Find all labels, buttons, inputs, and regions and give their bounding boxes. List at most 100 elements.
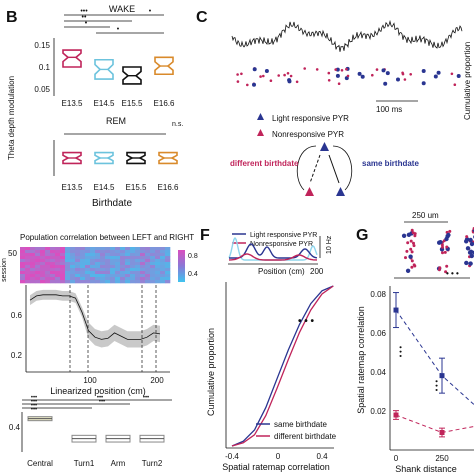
heatmap-cell: [90, 256, 96, 260]
heatmap-cell: [160, 262, 166, 266]
heatmap-cell: [125, 259, 131, 263]
heatmap-cell: [20, 277, 26, 281]
heatmap-cell: [40, 256, 46, 260]
heatmap-cell: [140, 280, 146, 284]
heatmap-cell: [70, 271, 76, 275]
spike-6: [360, 74, 365, 79]
heatmap-cell: [140, 262, 146, 266]
g-xlabel: Shank distance: [395, 464, 457, 474]
heatmap-cell: [165, 265, 171, 269]
cmp-star-1: •••: [31, 399, 37, 405]
heatmap-cell: [50, 253, 56, 257]
same-birthdate-label: same birthdate: [362, 159, 419, 168]
heatmap-cell: [100, 280, 106, 284]
cdf-different-birthdate: [231, 285, 334, 447]
heatmap-cell: [105, 253, 111, 257]
heatmap-cell: [105, 256, 111, 260]
heatmap-cell: [150, 274, 156, 278]
profile-xlabel: Linearized position (cm): [50, 386, 146, 396]
heatmap-cell: [125, 277, 131, 281]
g-ytick-1: 0.06: [370, 329, 386, 338]
heatmap-cell: [75, 277, 81, 281]
heatmap-cell: [120, 256, 126, 260]
heatmap-cell: [120, 274, 126, 278]
heatmap-cell: [110, 277, 116, 281]
heatmap-cell: [40, 274, 46, 278]
g-ylabel: Spatial ratemap correlation: [356, 306, 366, 414]
heatmap-cell: [150, 262, 156, 266]
spike-23: [287, 79, 292, 84]
heatmap-cell: [55, 271, 61, 275]
heatmap-cell: [35, 274, 41, 278]
wake-box-0: [62, 49, 82, 68]
wake-ytick-0: 0.15: [34, 41, 50, 50]
heatmap-cell: [20, 271, 26, 275]
heatmap-cell: [70, 274, 76, 278]
panel-b: B WAKE ••• ••••• 0.15 0.1 0.05 E13.5 E14.5…: [6, 4, 183, 209]
cmp-boxplots: [27, 416, 165, 443]
heatmap-cell: [150, 247, 156, 251]
heatmap-cell: [50, 247, 56, 251]
heatmap-cell: [140, 259, 146, 263]
g-sig-2: • • •: [432, 380, 439, 392]
heatmap-cell: [90, 280, 96, 284]
heatmap-cell: [120, 259, 126, 263]
wake-box-2: [122, 66, 142, 85]
heatmap-cell: [25, 265, 31, 269]
different-birthdate-label: different birthdate: [230, 159, 299, 168]
heatmap-cell: [140, 247, 146, 251]
panel-g-label: G: [356, 227, 368, 244]
wake-ytick-1: 0.1: [39, 63, 51, 72]
heatmap-cell: [165, 253, 171, 257]
heatmap-cell: [55, 274, 61, 278]
heatmap-cell: [120, 271, 126, 275]
heatmap-cell: [120, 262, 126, 266]
heatmap-cell: [140, 274, 146, 278]
shank-dot: [412, 244, 416, 248]
cmp-star-0: •••: [31, 395, 37, 401]
panel-c-label: C: [196, 9, 208, 26]
spike-22: [335, 73, 340, 78]
heatmap-cell: [95, 262, 101, 266]
heatmap-cell: [95, 256, 101, 260]
shank-dot: [444, 270, 448, 274]
heatmap-cell: [35, 265, 41, 269]
shank-dot: [469, 241, 474, 247]
cmp-cat-3: Turn2: [142, 459, 163, 468]
heatmap-cell: [85, 277, 91, 281]
cmp-star-5: •••: [143, 395, 149, 401]
heatmap-cell: [130, 259, 136, 263]
heatmap-cell: [35, 250, 41, 254]
heatmap-cell: [45, 259, 51, 263]
heatmap-cell: [150, 259, 156, 263]
heatmap-cell: [155, 256, 161, 260]
heatmap-cell: [60, 274, 66, 278]
heatmap-cell: [135, 274, 141, 278]
heatmap-cell: [135, 262, 141, 266]
heatmap-cell: [55, 277, 61, 281]
shank-dot: [437, 268, 441, 272]
heatmap-cell: [130, 265, 136, 269]
heatmap-cell: [130, 274, 136, 278]
heatmap-cell: [165, 250, 171, 254]
heatmap-cell: [115, 271, 121, 275]
shank-dot: [409, 247, 413, 251]
shank-dot: [445, 264, 449, 268]
f-significance: • • •: [298, 316, 315, 327]
shank-dot: [401, 233, 407, 238]
heatmap-cell: [155, 253, 161, 257]
panel-f-label: F: [200, 227, 210, 244]
heatmap-cell: [75, 268, 81, 272]
diagram-left-link: [309, 154, 321, 184]
heatmap-cell: [160, 259, 166, 263]
heatmap-cell: [25, 274, 31, 278]
rem-cat-1: E14.5: [94, 183, 115, 192]
heatmap-cell: [165, 247, 171, 251]
heatmap-cell: [75, 262, 81, 266]
heatmap-cell: [30, 247, 36, 251]
spike-44: [375, 68, 379, 71]
heatmap-cell: [145, 271, 151, 275]
heatmap-cell: [30, 274, 36, 278]
spike-18: [335, 67, 340, 72]
heatmap-cell: [75, 265, 81, 269]
